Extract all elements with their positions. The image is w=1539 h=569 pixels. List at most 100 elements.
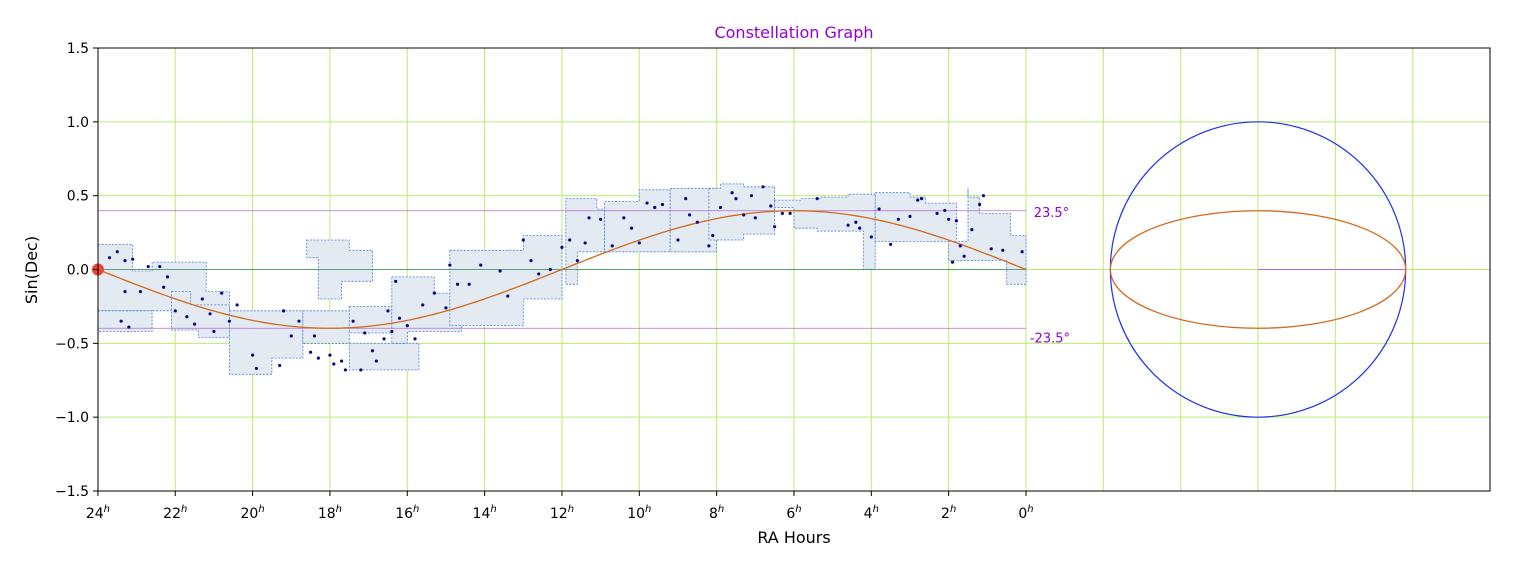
star-point: [753, 216, 757, 220]
constellation-regions: [97, 183, 1027, 375]
star-point: [115, 250, 119, 254]
constellation-region: [874, 192, 957, 242]
tropic-annotation: -23.5°: [1030, 331, 1070, 346]
star-point: [958, 244, 962, 248]
star-point: [916, 198, 920, 202]
star-point: [220, 291, 224, 295]
star-point: [599, 217, 603, 221]
star-point: [363, 331, 367, 335]
x-tick-label: 14h: [473, 504, 497, 522]
star-point: [138, 290, 143, 294]
star-point: [653, 205, 657, 210]
star-point: [390, 329, 394, 334]
star-point: [251, 353, 255, 357]
star-point: [773, 225, 777, 229]
star-point: [908, 214, 912, 218]
star-point: [769, 204, 773, 208]
star-point: [208, 312, 212, 316]
constellation-region: [302, 310, 350, 344]
star-point: [405, 324, 409, 328]
y-tick-label: 0.0: [67, 263, 89, 279]
star-point: [529, 259, 533, 263]
y-tick-label: 1.5: [67, 41, 89, 57]
star-point: [889, 242, 893, 246]
y-axis-label: Sin(Dec): [22, 236, 41, 304]
star-point: [173, 309, 177, 313]
star-point: [637, 241, 641, 245]
star-point: [278, 363, 282, 368]
star-point: [165, 275, 170, 279]
star-point: [548, 267, 552, 272]
star-point: [332, 362, 336, 366]
annotations: 23.5° -23.5°: [1030, 206, 1070, 347]
y-tick-label: −1.5: [55, 484, 89, 500]
star-point: [297, 319, 301, 323]
star-point: [846, 223, 850, 227]
star-point: [382, 337, 386, 341]
constellation-region: [228, 310, 304, 375]
x-tick-label: 16h: [395, 504, 419, 522]
stars: [91, 185, 1024, 372]
star-point: [448, 263, 452, 267]
star-point: [718, 205, 723, 210]
star-point: [455, 282, 460, 286]
star-point: [119, 319, 123, 323]
ecliptic-curve: [97, 210, 1027, 329]
star-point: [200, 297, 204, 301]
constellation-region: [97, 310, 153, 332]
star-point: [386, 309, 390, 313]
star-point: [970, 228, 974, 232]
x-tick-label-superscript: h: [795, 504, 801, 515]
constellation-region: [669, 187, 717, 253]
celestial-sphere: [1109, 121, 1407, 418]
constellation-region: [348, 305, 393, 334]
x-tick-label: 24h: [86, 504, 110, 522]
star-point: [328, 353, 332, 357]
star-point: [950, 260, 955, 264]
star-point: [629, 226, 634, 230]
star-point: [858, 226, 862, 230]
constellation-region: [604, 189, 671, 253]
star-point: [645, 201, 649, 205]
star-point: [316, 356, 320, 360]
star-point: [162, 285, 166, 289]
chart-title: Constellation Graph: [714, 23, 873, 42]
x-tick-label-superscript: h: [490, 504, 496, 515]
star-point: [815, 197, 819, 201]
constellation-region: [449, 235, 563, 327]
x-axis-label: RA Hours: [757, 528, 830, 547]
star-point: [479, 263, 483, 267]
star-point: [947, 217, 951, 221]
star-point: [854, 220, 858, 224]
star-point: [158, 264, 162, 269]
star-point: [312, 334, 317, 338]
star-point: [962, 254, 966, 258]
star-point: [749, 194, 754, 198]
constellation-region: [391, 276, 462, 344]
x-tick-label: 2h: [941, 504, 956, 522]
star-point: [660, 202, 665, 207]
star-point: [560, 245, 564, 249]
star-point: [123, 290, 127, 294]
constellation-region: [348, 342, 420, 371]
star-point: [707, 244, 711, 248]
y-tick-label: 1.0: [67, 115, 89, 131]
star-point: [339, 359, 344, 363]
star-point: [254, 366, 259, 371]
star-point: [374, 359, 378, 363]
y-tick-label: −1.0: [55, 410, 89, 426]
star-point: [123, 259, 127, 263]
star-point: [467, 282, 471, 286]
star-point: [943, 208, 947, 213]
star-point: [521, 238, 525, 242]
star-point: [687, 213, 692, 217]
star-point: [734, 197, 738, 201]
x-tick-label-superscript: h: [336, 504, 342, 515]
y-tick-label: −0.5: [55, 336, 89, 352]
star-point: [568, 238, 572, 242]
star-point: [977, 202, 982, 207]
star-point: [537, 272, 541, 276]
x-tick-label-superscript: h: [104, 504, 110, 515]
x-tick-label: 22h: [163, 504, 187, 522]
